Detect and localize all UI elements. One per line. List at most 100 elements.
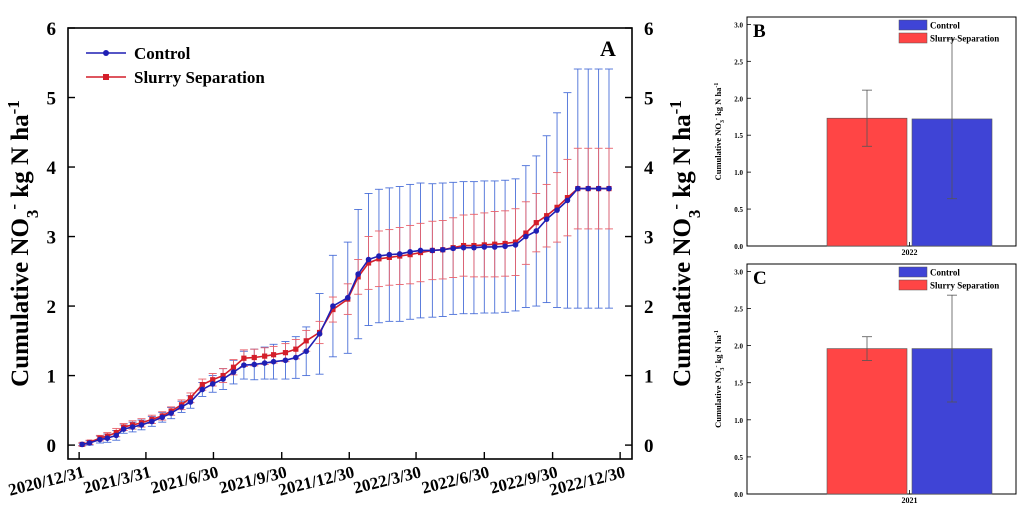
data-point	[251, 361, 258, 368]
series-0-markers	[79, 185, 612, 448]
data-point	[168, 410, 174, 416]
legend-label: Slurry Separation	[930, 281, 999, 291]
x-tick-label: 2020/12/31	[6, 462, 86, 499]
y-tick-label: 1.5	[734, 380, 743, 388]
y-tick-label: 3.0	[734, 268, 743, 276]
legend-label: Control	[930, 268, 960, 278]
y-tick-label-right: 1	[644, 367, 654, 388]
data-point	[460, 244, 467, 251]
y-tick-label: 0.0	[734, 491, 743, 499]
data-point	[230, 369, 237, 375]
y-tick-label: 2.0	[734, 343, 743, 351]
data-point	[365, 256, 372, 263]
data-point	[533, 228, 540, 234]
x-tick-label: 2021/12/30	[276, 462, 356, 499]
data-point	[554, 207, 560, 213]
data-point	[282, 350, 289, 356]
data-point	[293, 354, 299, 361]
y-tick-label: 0.0	[734, 243, 743, 251]
data-point	[407, 249, 413, 255]
data-point	[502, 243, 508, 250]
y-tick-label: 2.5	[734, 58, 743, 66]
data-point	[523, 230, 529, 236]
series-0-errorbars	[78, 68, 613, 447]
y-tick-label: 0.5	[734, 454, 743, 462]
data-point	[199, 382, 205, 388]
data-point	[209, 381, 216, 387]
data-point	[210, 377, 216, 383]
data-point	[303, 338, 309, 344]
data-point	[241, 362, 247, 368]
y-tick-label: 1.5	[734, 132, 743, 140]
y-tick-label: 3.0	[734, 21, 743, 29]
y-tick-label-right: 4	[644, 158, 654, 179]
y-tick-label: 2.0	[734, 95, 743, 103]
data-point	[595, 185, 602, 192]
data-point	[365, 260, 372, 266]
bar	[826, 348, 908, 495]
data-point	[293, 346, 299, 352]
legend-swatch	[898, 32, 928, 44]
data-point	[386, 251, 393, 258]
data-point	[533, 220, 539, 226]
legend-label: Control	[930, 21, 960, 31]
panel-label: B	[753, 21, 766, 42]
data-point	[543, 216, 550, 222]
y-tick-label: 1.0	[734, 169, 743, 177]
data-point	[606, 185, 612, 192]
x-tick-label: 2022/6/30	[420, 462, 492, 497]
y-tick-label-right: 5	[644, 89, 654, 110]
y-tick-label-left: 1	[47, 367, 57, 388]
legend-marker	[103, 50, 109, 56]
data-point	[241, 355, 247, 361]
data-point	[330, 306, 336, 313]
y-tick-label-left: 6	[47, 19, 57, 40]
data-point	[79, 441, 85, 448]
x-tick-label: 2022/12/30	[547, 462, 627, 499]
x-tick-label: 2022/3/30	[352, 462, 424, 497]
y-tick-label: 2.5	[734, 306, 743, 314]
y-tick-label-left: 4	[47, 158, 57, 179]
data-point	[512, 242, 519, 248]
y-tick-label: 0.5	[734, 206, 743, 214]
panel-label-a: A	[600, 36, 616, 61]
data-point	[97, 436, 103, 443]
data-point	[523, 233, 529, 240]
legend-label: Control	[134, 44, 191, 63]
data-point	[585, 185, 592, 192]
y-axis-label: Cumulative NO3- kg N ha-1	[713, 330, 726, 428]
data-point	[429, 247, 436, 254]
legend-a: Control Slurry Separation	[86, 44, 265, 87]
y-tick-label-left: 5	[47, 89, 57, 110]
data-point	[575, 185, 581, 192]
panel-a-frame	[67, 27, 633, 460]
data-point	[355, 271, 361, 277]
data-point	[261, 360, 268, 366]
data-point	[262, 353, 268, 359]
data-point	[199, 386, 206, 393]
data-point	[104, 435, 111, 441]
y-axis-label-left: Cumulative NO3- kg N ha-1	[4, 100, 42, 387]
data-point	[187, 399, 194, 405]
panel-c: 0.0 0.5 1.0 1.5 2.0 2.5 3.0 Cumulative NO3- kg …	[713, 263, 1017, 505]
data-point	[220, 372, 226, 379]
y-tick-label-right: 0	[644, 436, 654, 457]
legend-label: Slurry Separation	[134, 68, 265, 87]
data-point	[303, 348, 310, 355]
data-point	[270, 352, 277, 358]
data-point	[316, 331, 323, 337]
legend-swatch	[898, 19, 928, 31]
data-point	[230, 364, 237, 370]
data-point	[376, 253, 382, 259]
data-point	[417, 247, 424, 254]
y-axis-label: Cumulative NO3- kg N ha-1	[713, 83, 726, 181]
panel-a: 0 0 1 1 2 2 3 3 4 4 5 5 6 6 2020/12/312021/3/312021/6/…	[4, 19, 704, 500]
x-tick-label: 2021/6/30	[149, 462, 221, 497]
panel-label: C	[753, 268, 767, 289]
y-tick-label-right: 6	[644, 19, 654, 40]
data-point	[344, 294, 351, 301]
data-point	[544, 213, 550, 219]
data-point	[251, 354, 257, 361]
data-point	[178, 404, 185, 410]
